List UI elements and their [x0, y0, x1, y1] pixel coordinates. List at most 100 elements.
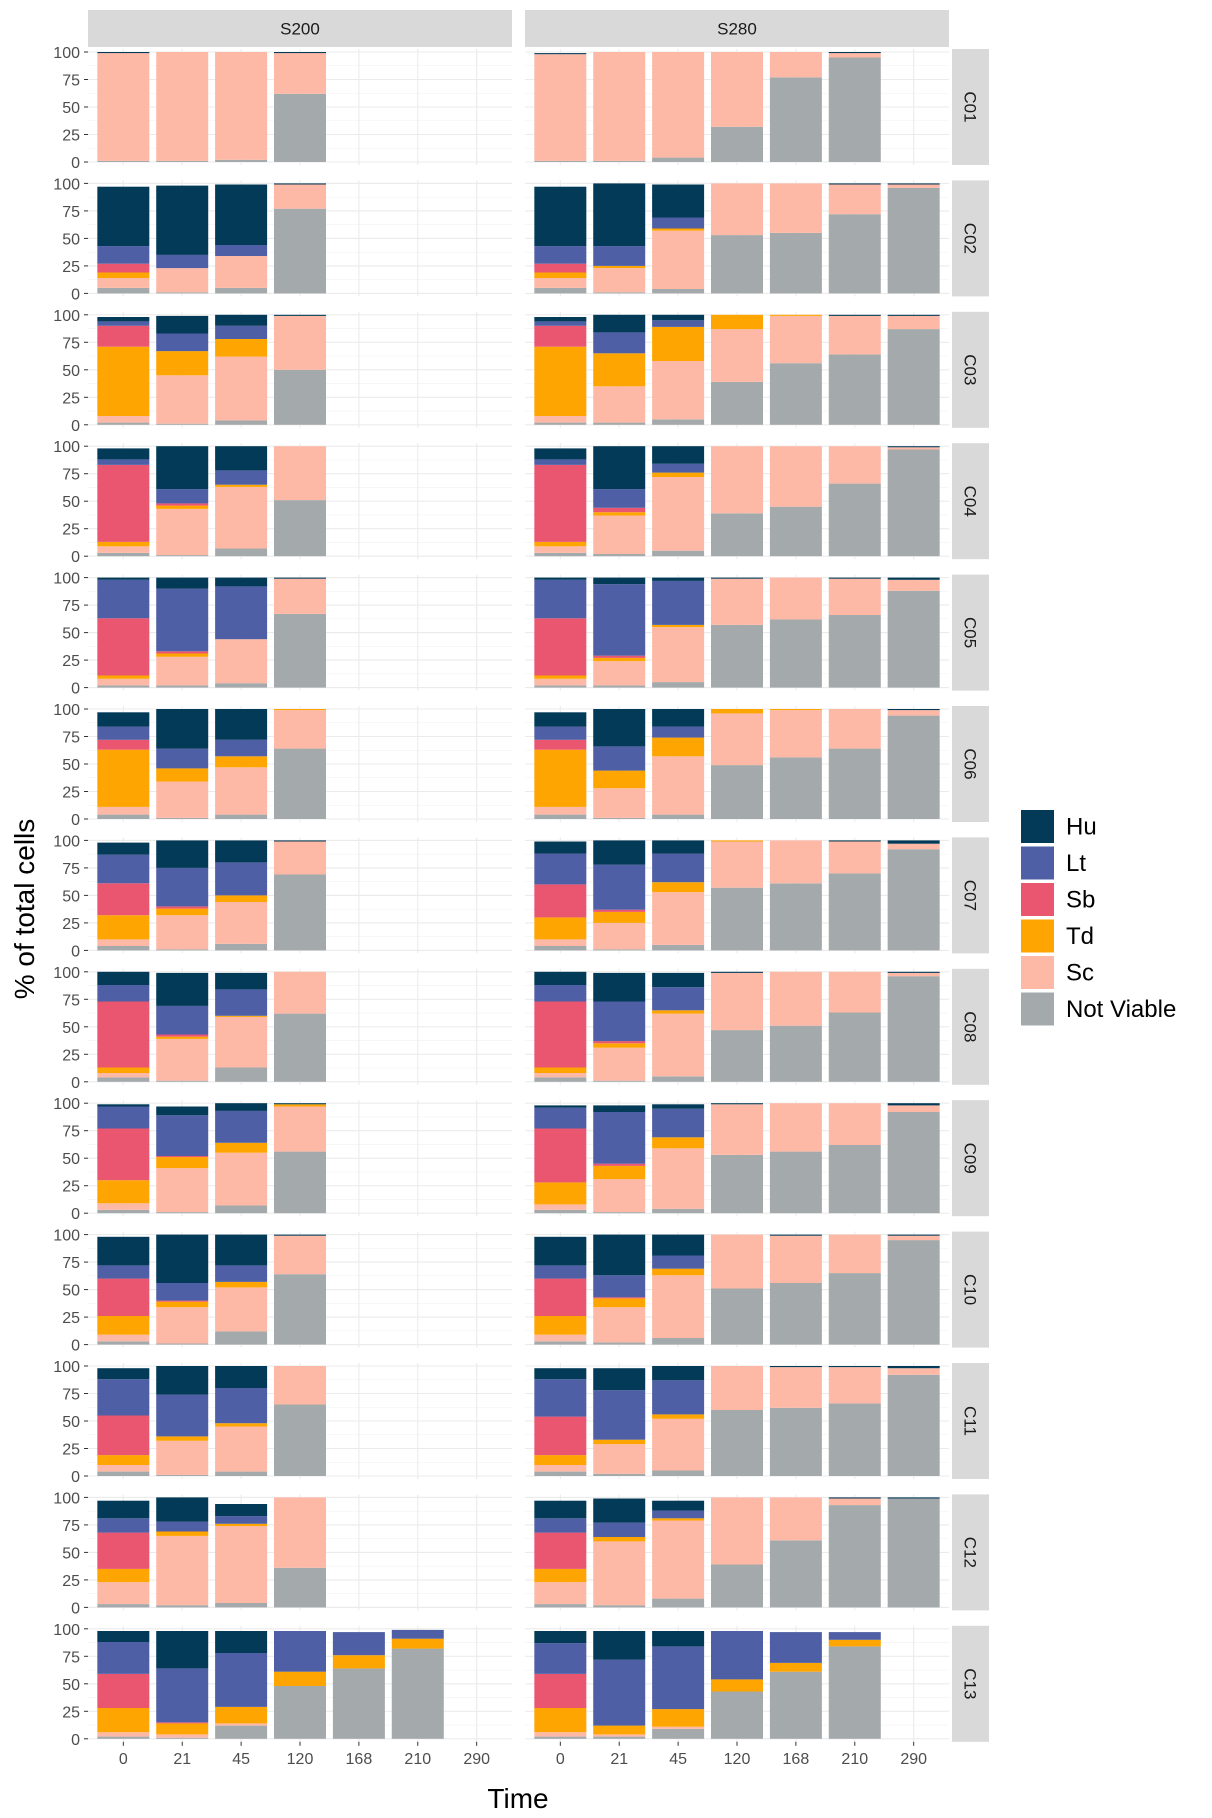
- bar-segment-td: [215, 1281, 268, 1288]
- bar-segment-not-viable: [593, 1342, 646, 1345]
- bar-segment-not-viable: [887, 1112, 940, 1214]
- y-tick-label: 0: [71, 1206, 80, 1223]
- bar-segment-lt: [828, 1632, 881, 1640]
- y-tick-label: 100: [53, 439, 80, 456]
- y-tick-label: 100: [53, 176, 80, 193]
- bar-segment-not-viable: [534, 1077, 587, 1082]
- bar-segment-not-viable: [711, 1410, 763, 1476]
- bar-segment-sb: [534, 464, 587, 542]
- bar-segment-lt: [593, 864, 646, 910]
- bar-segment-td: [97, 675, 150, 679]
- facet-strip-label: C05: [961, 617, 980, 648]
- legend-key-lt: [1021, 846, 1054, 880]
- bar-segment-td: [652, 1709, 705, 1727]
- bar-segment-lt: [97, 726, 150, 740]
- bar-segment-hu: [593, 972, 646, 1002]
- bar-segment-hu: [652, 1500, 705, 1511]
- bar-segment-sc: [593, 1734, 646, 1737]
- bar-segment-td: [156, 1301, 209, 1308]
- bar-segment-td: [593, 265, 646, 269]
- bar-segment-lt: [156, 1521, 209, 1532]
- bar-segment-hu: [887, 1497, 940, 1499]
- bar-segment-sc: [769, 446, 822, 507]
- bar-segment-hu: [828, 314, 881, 316]
- bar-segment-not-viable: [769, 232, 822, 294]
- bar-segment-td: [215, 1142, 268, 1153]
- bar-segment-td: [534, 1568, 587, 1583]
- bar-segment-lt: [215, 325, 268, 339]
- bar-segment-hu: [215, 972, 268, 990]
- bar-segment-hu: [156, 577, 209, 589]
- bar-segment-hu: [215, 1504, 268, 1517]
- bar-segment-sc: [97, 278, 150, 288]
- bar-segment-sc: [534, 546, 587, 553]
- y-tick-label: 75: [62, 1518, 80, 1535]
- bar-segment-not-viable: [97, 1209, 150, 1214]
- bar-segment-lt: [593, 246, 646, 266]
- bar-segment-sc: [593, 1541, 646, 1606]
- facet-strip-label: C13: [961, 1668, 980, 1699]
- x-tick-label: 210: [841, 1751, 868, 1768]
- bar-segment-sc: [274, 446, 326, 501]
- bar-segment-not-viable: [711, 513, 763, 557]
- bar-segment-sc: [156, 1307, 209, 1344]
- bar-segment-td: [534, 541, 587, 547]
- bar-segment-sc: [274, 184, 326, 209]
- bar-segment-sc: [652, 361, 705, 420]
- y-tick-label: 75: [62, 1387, 80, 1404]
- bar-segment-lt: [652, 1255, 705, 1269]
- bar-segment-sc: [828, 1498, 881, 1506]
- bar-segment-not-viable: [534, 160, 587, 162]
- bar-segment-sc: [534, 1334, 587, 1342]
- bar-segment-hu: [593, 1498, 646, 1523]
- bar-segment-hu: [652, 577, 705, 581]
- bar-segment-sc: [887, 315, 940, 330]
- bar-segment-hu: [593, 709, 646, 747]
- bar-segment-sc: [769, 1103, 822, 1152]
- bar-segment-sc: [156, 1038, 209, 1081]
- bar-segment-not-viable: [593, 554, 646, 557]
- x-tick-label: 0: [556, 1751, 565, 1768]
- bar-segment-not-viable: [769, 619, 822, 688]
- bar-segment-lt: [156, 867, 209, 907]
- y-tick-label: 0: [71, 1469, 80, 1486]
- bar-segment-not-viable: [156, 949, 209, 951]
- bar-segment-td: [593, 512, 646, 516]
- bar-segment-hu: [215, 1631, 268, 1653]
- bar-segment-sc: [887, 184, 940, 188]
- bar-segment-lt: [652, 726, 705, 738]
- bar-segment-not-viable: [593, 949, 646, 951]
- y-tick-label: 100: [53, 45, 80, 62]
- bar-segment-td: [652, 228, 705, 231]
- facet-strip-c08: [952, 968, 989, 1085]
- bar-segment-sc: [769, 1367, 822, 1408]
- bar-segment-hu: [887, 1366, 940, 1369]
- bar-segment-lt: [652, 580, 705, 625]
- bar-segment-sc: [593, 788, 646, 818]
- bar-segment-hu: [887, 971, 940, 973]
- bar-segment-sc: [711, 329, 763, 382]
- bar-segment-sc: [156, 1168, 209, 1213]
- bar-segment-not-viable: [711, 1288, 763, 1345]
- bar-segment-sc: [652, 756, 705, 815]
- y-tick-label: 50: [62, 363, 80, 380]
- bar-segment-sb: [534, 263, 587, 273]
- bar-segment-lt: [593, 489, 646, 508]
- bar-segment-hu: [593, 1368, 646, 1391]
- bar-segment-sb: [156, 651, 209, 654]
- y-tick-label: 50: [62, 231, 80, 248]
- bar-segment-hu: [156, 1106, 209, 1116]
- y-tick-label: 0: [71, 549, 80, 566]
- y-tick-label: 25: [62, 522, 80, 539]
- bar-segment-sc: [828, 1103, 881, 1145]
- bar-segment-lt: [534, 321, 587, 326]
- bar-segment-not-viable: [215, 683, 268, 688]
- bar-segment-sc: [769, 710, 822, 758]
- bar-segment-hu: [97, 842, 150, 855]
- bar-segment-not-viable: [769, 1025, 822, 1082]
- bar-segment-td: [593, 1165, 646, 1180]
- bar-segment-td: [534, 346, 587, 416]
- bar-segment-td: [215, 895, 268, 902]
- bar-segment-sc: [652, 892, 705, 945]
- bar-segment-sc: [97, 806, 150, 815]
